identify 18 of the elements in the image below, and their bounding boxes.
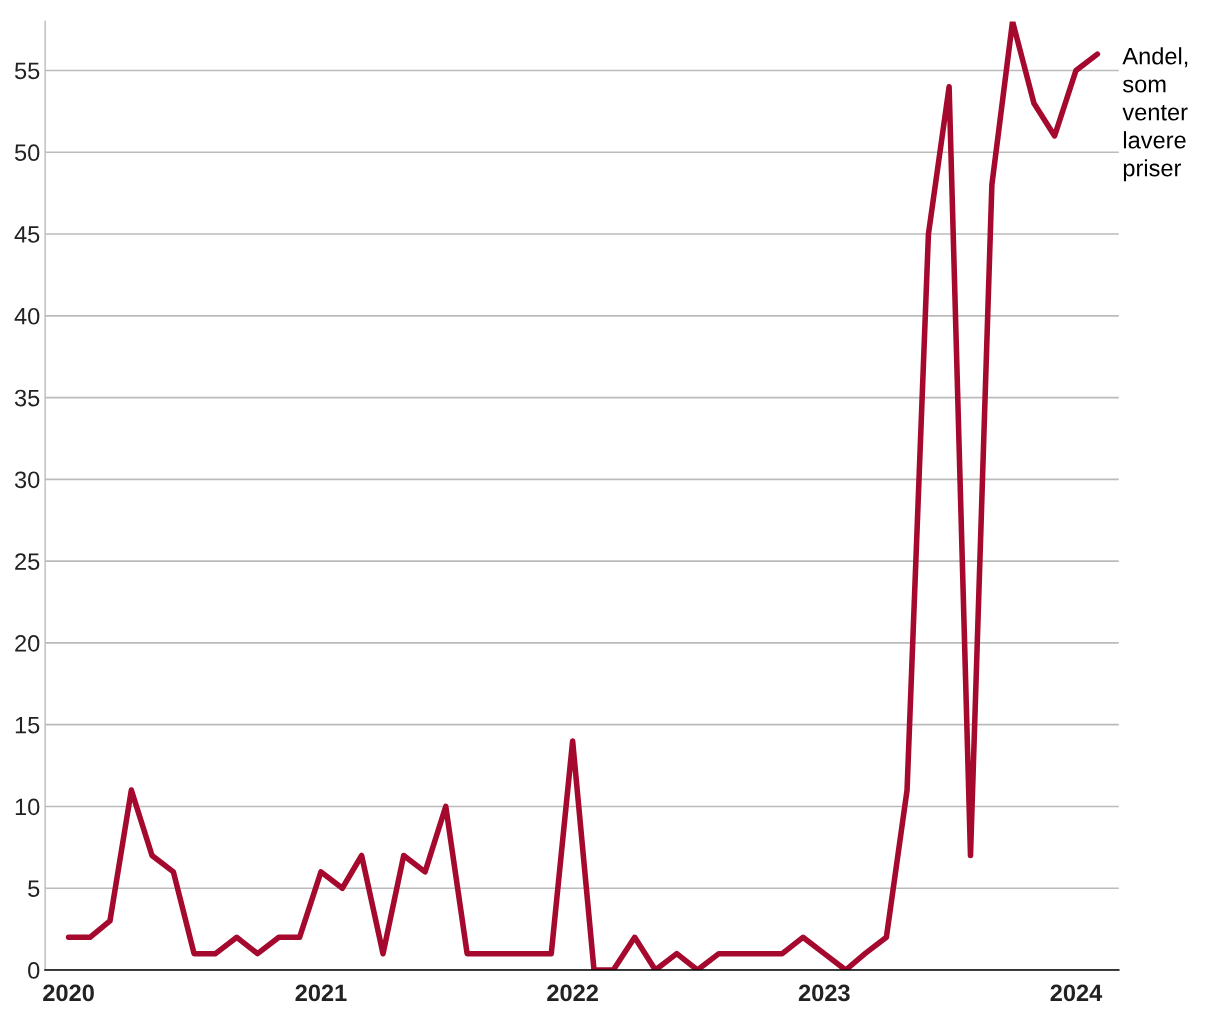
y-tick-label: 45	[14, 226, 40, 243]
y-tick-label: 25	[15, 553, 40, 570]
y-tick-label: 55	[14, 62, 40, 80]
y-tick-label: 35	[14, 389, 40, 407]
y-tick-label: 30	[14, 471, 40, 489]
y-tick-label: 5	[28, 880, 40, 898]
x-tick-label: 2024	[1050, 984, 1103, 1002]
x-tick-label: 2021	[295, 984, 347, 1002]
series-label: Andel, som venter lavere priser	[1122, 47, 1188, 182]
y-tick-label: 0	[28, 962, 40, 979]
x-tick-label: 2020	[43, 984, 94, 1002]
x-tick-label: 2022	[547, 984, 598, 1002]
y-tick-label: 20	[15, 634, 40, 652]
y-tick-label: 50	[14, 144, 40, 162]
y-tick-label: 40	[14, 307, 40, 325]
y-tick-label: 10	[15, 798, 40, 816]
x-tick-label: 2023	[798, 984, 850, 1002]
y-tick-label: 15	[15, 717, 40, 734]
